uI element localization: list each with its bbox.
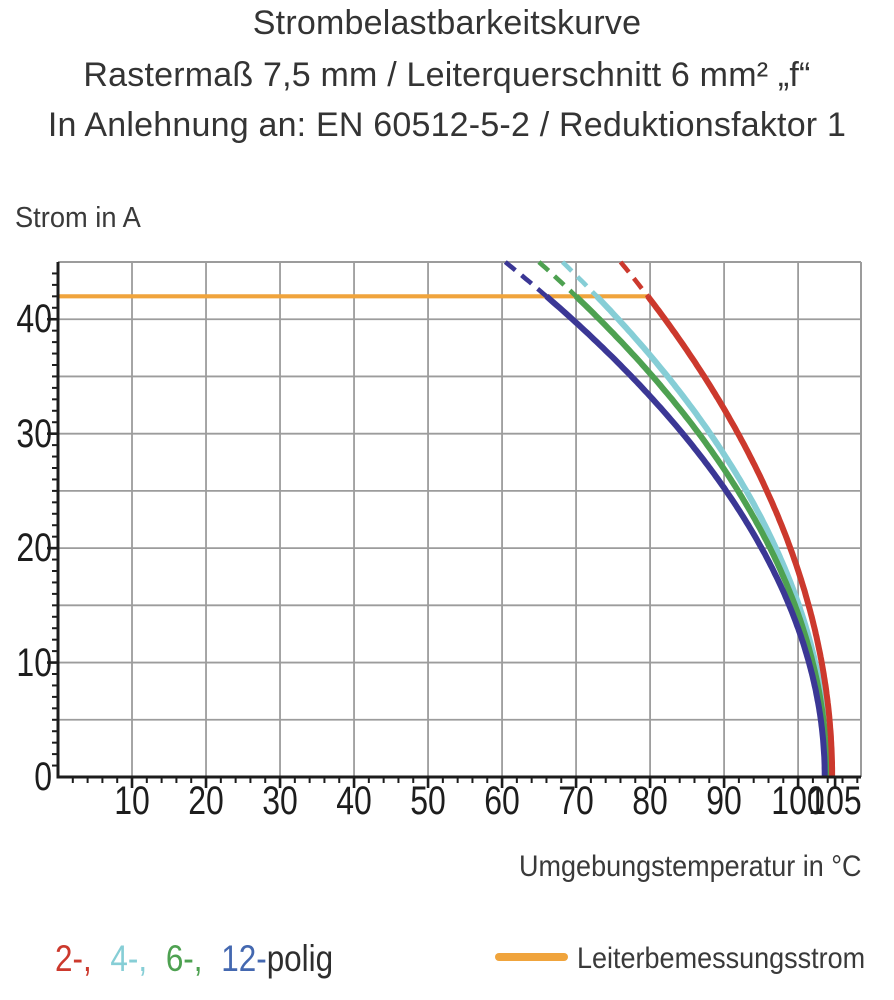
legend-item-12-polig: 12- [221, 938, 267, 979]
y-axis-label: Strom in A [15, 202, 141, 234]
x-tick-label-20: 20 [188, 779, 224, 823]
curve-4-polig-dashed [560, 260, 599, 298]
poles-legend: 2-, 4-, 6-, 12-polig [55, 936, 333, 982]
chart-subtitle-1: Rastermaß 7,5 mm / Leiterquerschnitt 6 m… [83, 56, 811, 94]
y-tick-label-0: 0 [34, 755, 52, 799]
x-tick-label-70: 70 [558, 779, 594, 823]
x-tick-label-30: 30 [262, 779, 298, 823]
legend-item-4-polig: 4-, [110, 938, 148, 979]
y-tick-label-10: 10 [16, 640, 52, 685]
y-tick-label-30: 30 [16, 411, 52, 456]
curve-6-polig-dashed [537, 260, 578, 298]
curve-2-polig [645, 294, 836, 777]
x-tick-label-80: 80 [632, 779, 668, 823]
legend-item-2-polig: 2-, [55, 938, 92, 979]
legend-item-6-polig: 6-, [165, 938, 203, 979]
x-tick-label-40: 40 [336, 779, 372, 823]
rated-current-legend-label: Leiterbemessungsstrom [577, 942, 866, 975]
curve-2-polig-dashed [618, 260, 650, 298]
x-tick-label-100: 100 [771, 779, 825, 823]
curve-12-polig-dashed [503, 260, 548, 299]
x-tick-label-50: 50 [410, 779, 446, 823]
x-tick-label-105: 105 [808, 779, 862, 823]
legend-suffix-polig: polig [266, 938, 334, 979]
chart-subtitle-2: In Anlehnung an: EN 60512-5-2 / Reduktio… [47, 106, 847, 144]
x-axis-label: Umgebungstemperatur in °C [519, 850, 862, 883]
y-tick-label-40: 40 [16, 297, 52, 342]
rated-current-swatch [495, 953, 568, 961]
x-tick-label-90: 90 [706, 779, 742, 823]
x-tick-label-10: 10 [114, 779, 150, 823]
y-tick-label-20: 20 [16, 526, 52, 571]
curve-4-polig [594, 294, 832, 777]
x-tick-label-60: 60 [484, 779, 520, 823]
chart-title: Strombelastbarkeitskurve [252, 4, 642, 42]
curve-12-polig [544, 294, 828, 777]
